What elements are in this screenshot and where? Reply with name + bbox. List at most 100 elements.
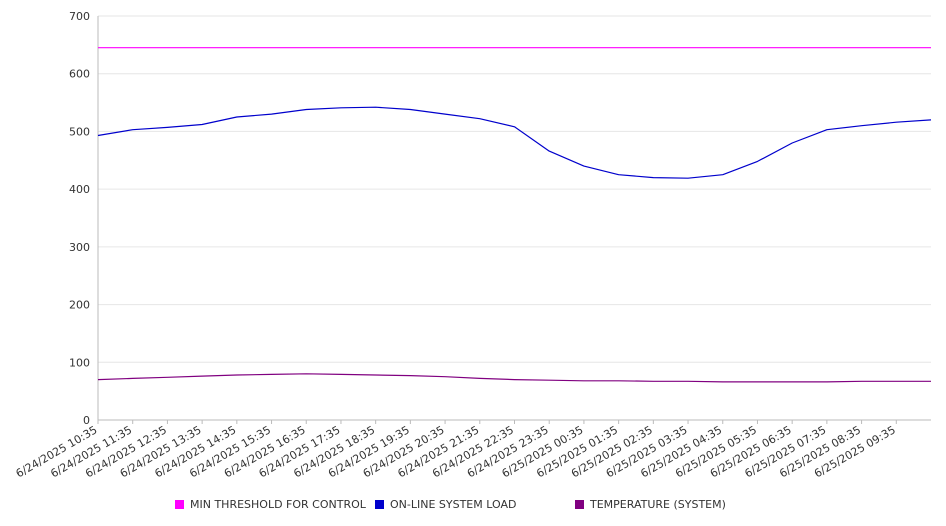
chart-legend: MIN THRESHOLD FOR CONTROL ON-LINE SYSTEM… — [0, 498, 946, 518]
data-point — [271, 373, 273, 375]
data-point — [652, 177, 654, 179]
data-point — [861, 125, 863, 127]
data-point — [514, 47, 516, 49]
data-point — [791, 47, 793, 49]
data-point — [687, 47, 689, 49]
legend-label-temperature: TEMPERATURE (SYSTEM) — [590, 498, 726, 511]
data-point — [652, 380, 654, 382]
data-point — [375, 374, 377, 376]
data-point — [618, 174, 620, 176]
gridlines — [98, 15, 931, 421]
data-point — [895, 121, 897, 123]
data-point — [756, 47, 758, 49]
data-point — [97, 134, 99, 136]
data-point — [861, 47, 863, 49]
data-point — [375, 106, 377, 108]
legend-swatch-min-threshold — [175, 500, 184, 509]
data-point — [687, 380, 689, 382]
series-line-temperature — [97, 373, 931, 383]
y-tick-label: 0 — [83, 414, 90, 427]
y-tick-label: 200 — [69, 299, 90, 312]
y-tick-label: 700 — [69, 10, 90, 23]
data-point — [895, 47, 897, 49]
y-tick-label: 100 — [69, 356, 90, 369]
data-point — [826, 381, 828, 383]
data-point — [722, 381, 724, 383]
data-point — [166, 376, 168, 378]
data-point — [236, 47, 238, 49]
legend-item-system-load[interactable]: ON-LINE SYSTEM LOAD — [375, 498, 516, 511]
data-point — [756, 381, 758, 383]
y-tick-label: 600 — [69, 68, 90, 81]
data-point — [97, 379, 99, 381]
data-point — [791, 142, 793, 144]
data-point — [930, 47, 932, 49]
data-point — [583, 47, 585, 49]
data-point — [826, 47, 828, 49]
data-point — [340, 47, 342, 49]
data-point — [132, 129, 134, 131]
data-point — [930, 380, 932, 382]
data-point — [479, 47, 481, 49]
data-point — [444, 47, 446, 49]
legend-label-min-threshold: MIN THRESHOLD FOR CONTROL — [190, 498, 366, 511]
data-point — [618, 380, 620, 382]
data-point — [340, 107, 342, 109]
data-point — [618, 47, 620, 49]
y-tick-label: 400 — [69, 183, 90, 196]
data-point — [895, 380, 897, 382]
data-point — [201, 375, 203, 377]
data-point — [514, 379, 516, 381]
legend-swatch-temperature — [575, 500, 584, 509]
data-point — [756, 160, 758, 162]
data-point — [201, 47, 203, 49]
data-point — [444, 376, 446, 378]
data-point — [201, 124, 203, 126]
legend-swatch-system-load — [375, 500, 384, 509]
data-point — [340, 373, 342, 375]
data-point — [583, 380, 585, 382]
data-point — [236, 374, 238, 376]
data-point — [514, 126, 516, 128]
legend-item-temperature[interactable]: TEMPERATURE (SYSTEM) — [575, 498, 726, 511]
y-tick-label: 500 — [69, 125, 90, 138]
data-point — [479, 118, 481, 120]
data-point — [409, 47, 411, 49]
data-point — [375, 47, 377, 49]
data-point — [722, 174, 724, 176]
data-point — [861, 380, 863, 382]
data-point — [444, 113, 446, 115]
data-point — [826, 129, 828, 131]
series-lines — [97, 47, 932, 383]
data-point — [305, 47, 307, 49]
data-point — [687, 177, 689, 179]
data-point — [305, 373, 307, 375]
data-point — [305, 108, 307, 110]
data-point — [583, 165, 585, 167]
data-point — [236, 116, 238, 118]
data-point — [166, 126, 168, 128]
data-point — [97, 47, 99, 49]
data-point — [548, 379, 550, 381]
legend-label-system-load: ON-LINE SYSTEM LOAD — [390, 498, 517, 511]
data-point — [132, 47, 134, 49]
data-point — [548, 47, 550, 49]
y-axis: 0 100 200 300 400 500 600 700 — [69, 10, 99, 427]
data-point — [791, 381, 793, 383]
data-point — [722, 47, 724, 49]
data-point — [166, 47, 168, 49]
data-point — [479, 377, 481, 379]
legend-item-min-threshold[interactable]: MIN THRESHOLD FOR CONTROL — [175, 498, 366, 511]
data-point — [548, 150, 550, 152]
y-tick-label: 300 — [69, 241, 90, 254]
series-line-system-load — [97, 106, 932, 179]
data-point — [271, 47, 273, 49]
data-point — [652, 47, 654, 49]
data-point — [930, 119, 932, 121]
data-point — [271, 113, 273, 115]
data-point — [409, 375, 411, 377]
data-point — [409, 108, 411, 110]
x-axis: 6/24/2025 10:356/24/2025 11:356/24/2025 … — [14, 420, 898, 480]
data-point — [132, 377, 134, 379]
